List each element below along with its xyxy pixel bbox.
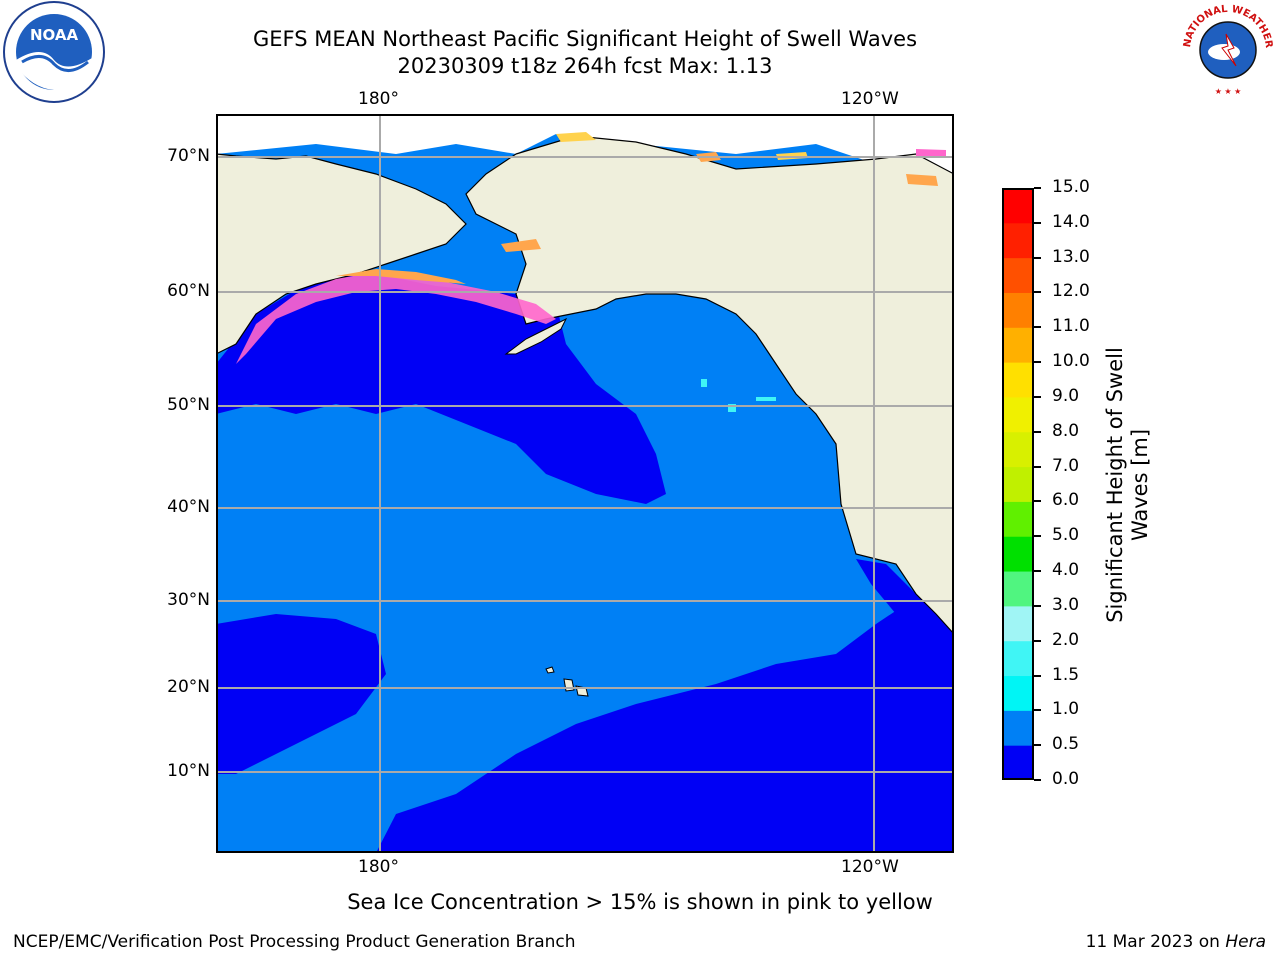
colorbar-tick-label: 1.0: [1052, 699, 1080, 720]
colorbar-band: [1002, 292, 1034, 328]
colorbar-tick: [1034, 430, 1041, 433]
colorbar-tick-label: 1.5: [1052, 664, 1080, 685]
southern-low-swell: [376, 574, 954, 853]
colorbar-tick: [1034, 361, 1041, 364]
credit-host: Hera: [1225, 932, 1266, 952]
colorbar-tick-label: 8.0: [1052, 420, 1080, 441]
map-canvas: [216, 114, 954, 853]
colorbar-tick: [1034, 779, 1041, 781]
colorbar-tick-label: 7.0: [1052, 455, 1080, 476]
colorbar-tick-label: 15.0: [1052, 177, 1090, 197]
colorbar-tick-label: 2.0: [1052, 629, 1080, 650]
colorbar-band: [1002, 745, 1034, 781]
credit-left: NCEP/EMC/Verification Post Processing Pr…: [13, 932, 576, 952]
nws-logo: NATIONAL WEATHER SERVICE ★ ★ ★: [1176, 0, 1274, 96]
colorbar-band: [1002, 222, 1034, 259]
sea-ice-edge: [236, 272, 556, 364]
chart-subtitle: 20230309 t18z 264h fcst Max: 1.13: [397, 54, 773, 78]
colorbar-band: [1002, 396, 1034, 433]
colorbar-title-line1: Significant Height of Swell: [1103, 347, 1127, 623]
lat-label-30n: 30°N: [167, 590, 210, 610]
colorbar-tick-label: 9.0: [1052, 385, 1080, 406]
colorbar-band: [1002, 466, 1034, 502]
map-frame: [216, 114, 954, 853]
lat-label-10n: 10°N: [167, 761, 210, 781]
svg-text:★ ★ ★: ★ ★ ★: [1215, 87, 1242, 96]
noaa-logo: NOAA: [3, 1, 105, 103]
western-low-swell: [216, 614, 386, 774]
colorbar-band: [1002, 536, 1034, 572]
colorbar-band: [1002, 710, 1034, 746]
colorbar-tick: [1034, 535, 1041, 538]
bottom-lon-label-120w: 120°W: [841, 857, 899, 877]
colorbar-tick: [1034, 709, 1041, 712]
colorbar-tick-label: 10.0: [1052, 351, 1090, 372]
colorbar: [1002, 188, 1034, 781]
colorbar-tick-label: 6.0: [1052, 490, 1080, 511]
colorbar-tick: [1034, 291, 1041, 294]
colorbar-title: Significant Height of Swell Waves [m]: [1103, 347, 1153, 623]
chart-title: GEFS MEAN Northeast Pacific Significant …: [252, 27, 918, 51]
lat-label-70n: 70°N: [167, 146, 210, 166]
colorbar-tick: [1034, 256, 1041, 259]
alaska-canada-land: [465, 135, 954, 635]
colorbar-band: [1002, 327, 1034, 363]
colorbar-tick: [1034, 604, 1041, 607]
bottom-lon-label-180: 180°: [358, 857, 399, 877]
colorbar-band: [1002, 362, 1034, 398]
sea-ice-note: Sea Ice Concentration > 15% is shown in …: [347, 890, 933, 914]
colorbar-tick-label: 0.0: [1052, 769, 1080, 789]
colorbar-tick-label: 12.0: [1052, 281, 1090, 302]
colorbar-band: [1002, 605, 1034, 642]
colorbar-band: [1002, 188, 1034, 224]
top-lon-label-120w: 120°W: [841, 89, 899, 109]
colorbar-tick-label: 11.0: [1052, 316, 1090, 337]
map-panel: [216, 114, 954, 853]
colorbar-band: [1002, 431, 1034, 468]
lat-label-20n: 20°N: [167, 677, 210, 697]
colorbar-tick: [1034, 221, 1041, 224]
colorbar-tick: [1034, 187, 1041, 189]
colorbar-tick: [1034, 639, 1041, 642]
colorbar-tick: [1034, 465, 1041, 468]
top-lon-label-180: 180°: [358, 89, 399, 109]
colorbar-title-line2: Waves [m]: [1128, 428, 1152, 542]
colorbar-tick: [1034, 744, 1041, 747]
colorbar-band: [1002, 675, 1034, 711]
lat-label-40n: 40°N: [167, 497, 210, 517]
colorbar-tick-label: 5.0: [1052, 525, 1080, 546]
colorbar-band: [1002, 501, 1034, 537]
colorbar-tick-label: 4.0: [1052, 560, 1080, 581]
noaa-logo-text: NOAA: [30, 26, 79, 44]
map-gridlines: [216, 114, 954, 853]
colorbar-tick-label: 0.5: [1052, 734, 1080, 755]
colorbar-band: [1002, 640, 1034, 677]
colorbar-band: [1002, 571, 1034, 607]
credit-date: 11 Mar 2023 on: [1085, 932, 1226, 952]
colorbar-tick: [1034, 500, 1041, 503]
colorbar-bands: [1002, 188, 1034, 781]
colorbar-tick-label: 14.0: [1052, 211, 1090, 232]
colorbar-tick-label: 13.0: [1052, 246, 1090, 267]
colorbar-tick: [1034, 674, 1041, 677]
colorbar-band: [1002, 257, 1034, 293]
colorbar-tick: [1034, 570, 1041, 573]
credit-right: 11 Mar 2023 on Hera: [1086, 932, 1266, 952]
colorbar-tick: [1034, 395, 1041, 398]
lat-label-50n: 50°N: [167, 395, 210, 415]
colorbar-tick-label: 3.0: [1052, 594, 1080, 615]
lat-label-60n: 60°N: [167, 281, 210, 301]
colorbar-tick: [1034, 326, 1041, 329]
